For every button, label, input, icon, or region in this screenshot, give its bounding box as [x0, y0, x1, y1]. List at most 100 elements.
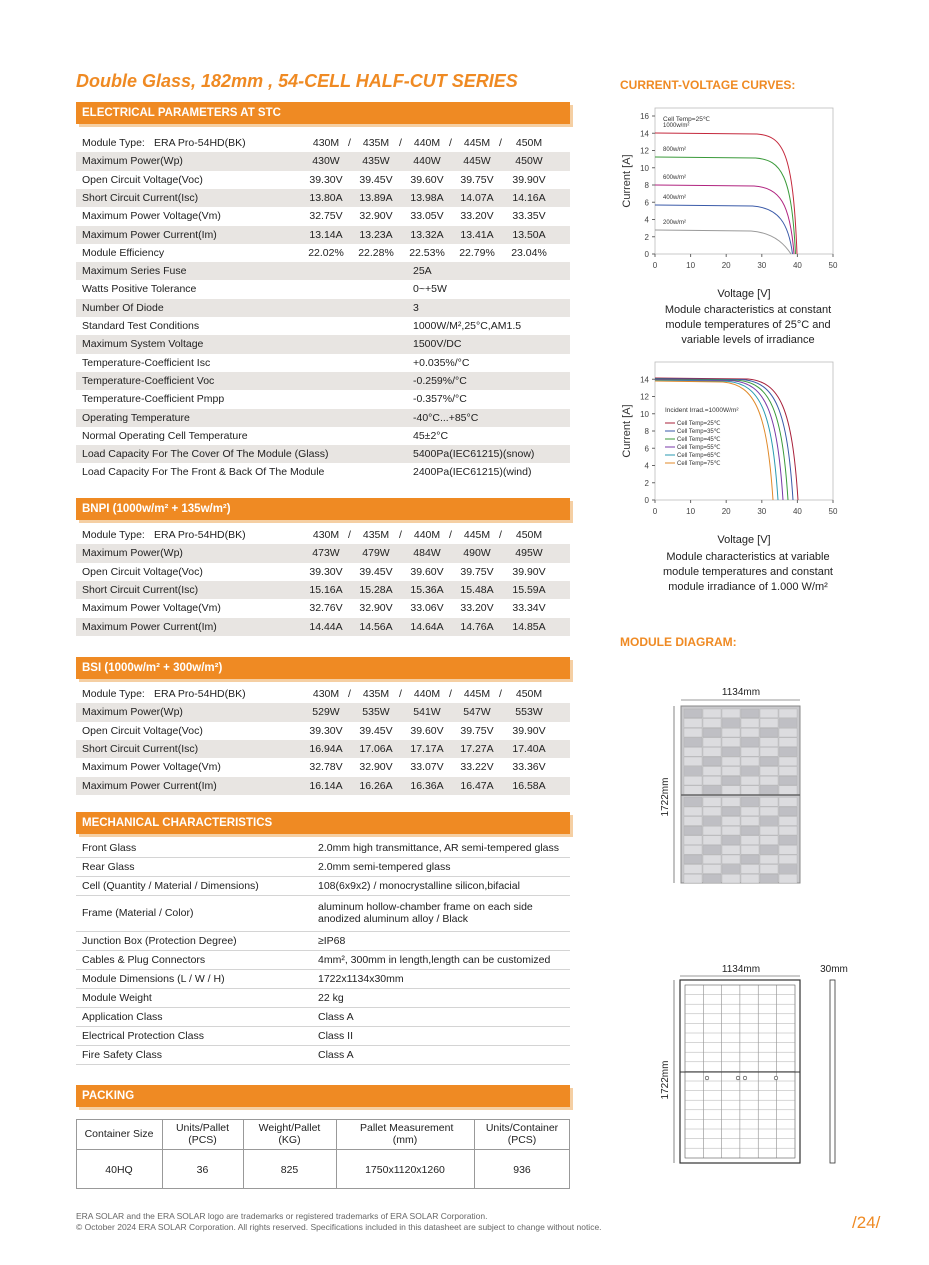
x-axis-label: Voltage [V] [717, 534, 770, 546]
table-header: (PCS) [188, 1134, 217, 1146]
cell [721, 776, 741, 786]
row-label: Maximum Series Fuse [82, 265, 187, 278]
row-value: +0.035%/°C [413, 356, 470, 369]
x-tick-label: 40 [793, 261, 802, 270]
model-code: 430M [312, 688, 340, 700]
row-value: 33.06V [410, 602, 444, 615]
row-label: Cell (Quantity / Material / Dimensions) [82, 879, 259, 892]
plot-frame [654, 107, 834, 255]
cell [740, 737, 760, 747]
row-value: 32.78V [309, 761, 343, 774]
cell [778, 806, 798, 816]
cell [740, 747, 760, 757]
cell [778, 737, 798, 747]
cell [740, 728, 760, 738]
row-value: 33.35V [512, 210, 546, 223]
row-label: Normal Operating Cell Temperature [82, 429, 248, 442]
row-value: anodized aluminum alloy / Black [318, 913, 468, 925]
cell [702, 785, 722, 795]
cell [759, 874, 779, 884]
row-shade [76, 188, 570, 208]
model-label: Module Type: [82, 529, 145, 541]
cell [759, 816, 779, 826]
separator: / [499, 529, 502, 541]
row-label: Operating Temperature [82, 411, 190, 424]
cell [759, 806, 779, 816]
row-value: 490W [463, 547, 491, 560]
row-value: 14.56A [359, 620, 393, 633]
model-code: 435M [362, 688, 390, 700]
legend-label: Cell Temp=35℃ [677, 429, 721, 435]
cell [740, 835, 760, 845]
row-value: 39.75V [460, 724, 494, 737]
cell [759, 826, 779, 836]
table-header: (mm) [392, 1134, 418, 1146]
iv-curve [654, 229, 792, 255]
cell [759, 756, 779, 766]
model-code: 430M [312, 529, 340, 541]
iv-curve [654, 380, 774, 501]
cell [683, 747, 703, 757]
table-header: Units/Container [485, 1122, 559, 1134]
cell [778, 708, 798, 718]
separator: / [399, 688, 402, 700]
cell [740, 854, 760, 864]
cell [778, 747, 798, 757]
row-value: 17.17A [410, 742, 444, 755]
row-value: 13.23A [359, 228, 393, 241]
table-cell: 1750x1120x1260 [365, 1164, 445, 1176]
cell [721, 797, 741, 807]
cell [759, 708, 779, 718]
row-shade [76, 371, 570, 391]
table-header: Weight/Pallet [258, 1122, 321, 1134]
iv-curve [654, 156, 796, 255]
row-label: Maximum Power Current(Im) [82, 228, 217, 241]
cell [778, 854, 798, 864]
cell [740, 864, 760, 874]
row-value: 15.48A [460, 583, 494, 596]
dimension-label: 1134mm [722, 964, 760, 975]
cell [683, 797, 703, 807]
row-value: 33.22V [460, 761, 494, 774]
legend-label: Cell Temp=65℃ [677, 453, 721, 459]
row-value: 22.53% [409, 246, 445, 259]
row-shade [76, 408, 570, 427]
row-label: Fire Safety Class [82, 1048, 162, 1061]
separator: / [449, 688, 452, 700]
cell [683, 728, 703, 738]
y-tick-label: 0 [645, 496, 650, 505]
cell [721, 718, 741, 728]
row-label: Short Circuit Current(Isc) [82, 191, 199, 204]
cell [683, 766, 703, 776]
row-label: Open Circuit Voltage(Voc) [82, 173, 203, 186]
row-label: Junction Box (Protection Degree) [82, 934, 237, 947]
row-label: Maximum Power Voltage(Vm) [82, 210, 221, 223]
cell [721, 747, 741, 757]
row-label: Maximum System Voltage [82, 338, 204, 351]
cell [702, 874, 722, 884]
row-value: 13.80A [309, 191, 343, 204]
y-axis-label: Current [A] [621, 154, 633, 207]
row-value: 16.36A [410, 779, 444, 792]
cell [759, 797, 779, 807]
cell [778, 835, 798, 845]
y-tick-label: 10 [640, 164, 649, 173]
cell [683, 737, 703, 747]
cell [702, 845, 722, 855]
row-value: 4mm², 300mm in length,length can be cust… [318, 953, 551, 966]
y-tick-label: 4 [645, 462, 650, 471]
dimension-label: 30mm [820, 964, 848, 975]
cell [683, 806, 703, 816]
row-label: Standard Test Conditions [82, 320, 200, 332]
section-header: ELECTRICAL PARAMETERS AT STC [76, 102, 570, 124]
row-value: Class A [318, 1010, 354, 1023]
row-value: 22 kg [318, 991, 344, 1004]
cell [778, 845, 798, 855]
row-label: Maximum Power(Wp) [82, 547, 183, 560]
footer-line: ERA SOLAR and the ERA SOLAR logo are tra… [76, 1211, 488, 1221]
row-label: Short Circuit Current(Isc) [82, 742, 199, 755]
cell [683, 756, 703, 766]
model-code: 445M [463, 529, 491, 541]
row-value: 1722x1134x30mm [318, 972, 404, 985]
cell [683, 826, 703, 836]
